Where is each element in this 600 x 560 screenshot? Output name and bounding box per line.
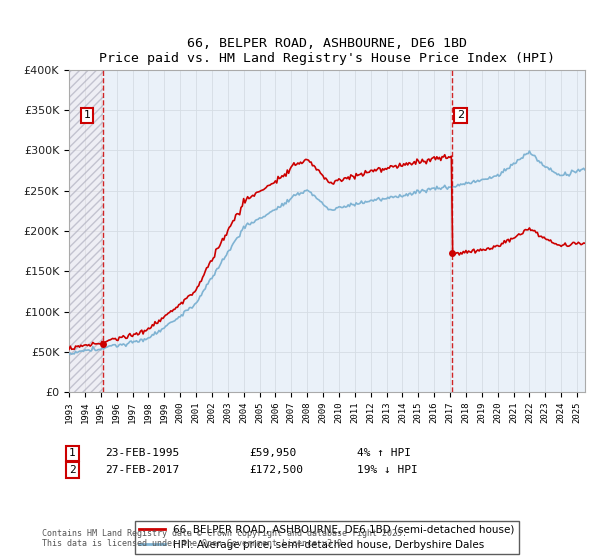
HPI: Average price, semi-detached house, Derbyshire Dales: (2.02e+03, 2.99e+05): Average price, semi-detached house, Derb… — [526, 148, 533, 155]
HPI: Average price, semi-detached house, Derbyshire Dales: (1.99e+03, 4.67e+04): Average price, semi-detached house, Derb… — [65, 351, 73, 358]
HPI: Average price, semi-detached house, Derbyshire Dales: (2.01e+03, 2.4e+05): Average price, semi-detached house, Derb… — [374, 195, 381, 202]
66, BELPER ROAD, ASHBOURNE, DE6 1BD (semi-detached house) — [374, 166, 381, 172]
Text: £172,500: £172,500 — [249, 465, 303, 475]
66, BELPER ROAD, ASHBOURNE, DE6 1BD (semi-detached house) — [65, 346, 73, 353]
HPI: Average price, semi-detached house, Derbyshire Dales: (2.02e+03, 2.64e+05): Average price, semi-detached house, Derb… — [484, 176, 491, 183]
Text: 2: 2 — [69, 465, 76, 475]
Text: 2: 2 — [457, 110, 464, 120]
Text: £59,950: £59,950 — [249, 449, 296, 459]
66, BELPER ROAD, ASHBOURNE, DE6 1BD (semi-detached house) — [377, 169, 385, 175]
Text: 1: 1 — [83, 110, 91, 120]
Bar — [452, 70, 585, 392]
Text: 27-FEB-2017: 27-FEB-2017 — [105, 465, 179, 475]
Text: Contains HM Land Registry data © Crown copyright and database right 2025.
This d: Contains HM Land Registry data © Crown c… — [42, 529, 407, 548]
HPI: Average price, semi-detached house, Derbyshire Dales: (2.03e+03, 2.78e+05): Average price, semi-detached house, Derb… — [583, 165, 590, 171]
Text: 23-FEB-1995: 23-FEB-1995 — [105, 449, 179, 459]
Legend: 66, BELPER ROAD, ASHBOURNE, DE6 1BD (semi-detached house), HPI: Average price, s: 66, BELPER ROAD, ASHBOURNE, DE6 1BD (sem… — [135, 521, 519, 554]
HPI: Average price, semi-detached house, Derbyshire Dales: (2.02e+03, 2.64e+05): Average price, semi-detached house, Derb… — [478, 176, 485, 183]
Text: 1: 1 — [69, 449, 76, 459]
Text: 4% ↑ HPI: 4% ↑ HPI — [357, 449, 411, 459]
HPI: Average price, semi-detached house, Derbyshire Dales: (2.01e+03, 2.37e+05): Average price, semi-detached house, Derb… — [377, 198, 385, 204]
66, BELPER ROAD, ASHBOURNE, DE6 1BD (semi-detached house) — [583, 239, 590, 246]
66, BELPER ROAD, ASHBOURNE, DE6 1BD (semi-detached house) — [559, 242, 566, 249]
Bar — [103, 70, 452, 392]
Text: 19% ↓ HPI: 19% ↓ HPI — [357, 465, 418, 475]
HPI: Average price, semi-detached house, Derbyshire Dales: (2.02e+03, 2.69e+05): Average price, semi-detached house, Derb… — [559, 172, 566, 179]
66, BELPER ROAD, ASHBOURNE, DE6 1BD (semi-detached house) — [521, 227, 528, 234]
Title: 66, BELPER ROAD, ASHBOURNE, DE6 1BD
Price paid vs. HM Land Registry's House Pric: 66, BELPER ROAD, ASHBOURNE, DE6 1BD Pric… — [99, 36, 555, 64]
Line: HPI: Average price, semi-detached house, Derbyshire Dales: HPI: Average price, semi-detached house,… — [69, 151, 586, 354]
66, BELPER ROAD, ASHBOURNE, DE6 1BD (semi-detached house) — [485, 245, 492, 251]
Line: 66, BELPER ROAD, ASHBOURNE, DE6 1BD (semi-detached house): 66, BELPER ROAD, ASHBOURNE, DE6 1BD (sem… — [69, 155, 586, 349]
HPI: Average price, semi-detached house, Derbyshire Dales: (2.02e+03, 2.91e+05): Average price, semi-detached house, Derb… — [519, 155, 526, 161]
Bar — [69, 70, 103, 392]
66, BELPER ROAD, ASHBOURNE, DE6 1BD (semi-detached house) — [441, 151, 448, 158]
66, BELPER ROAD, ASHBOURNE, DE6 1BD (semi-detached house) — [479, 246, 487, 253]
